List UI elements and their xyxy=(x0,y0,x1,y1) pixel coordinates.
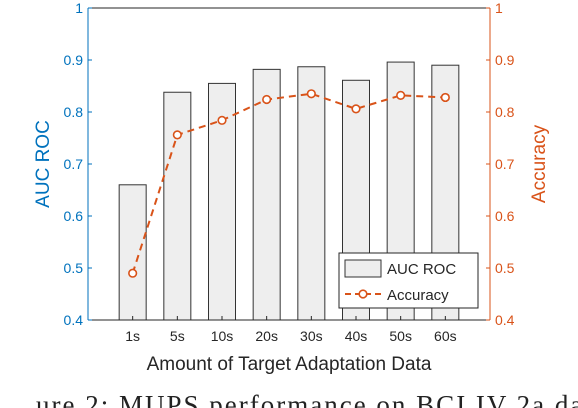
accuracy-series-line xyxy=(131,92,446,274)
figure-caption: ure 2: MUPS performance on BCI IV 2a dat… xyxy=(0,388,578,408)
x-tick-label: 10s xyxy=(211,328,234,344)
accuracy-point-5s xyxy=(172,130,182,140)
y-left-tick-label: 0.9 xyxy=(64,52,84,68)
y-right-tick-label: 0.5 xyxy=(495,260,515,276)
legend-marker-accuracy xyxy=(358,289,368,299)
y-left-tick-label: 0.5 xyxy=(64,260,84,276)
legend-swatch-auc-roc xyxy=(344,259,382,278)
y-left-tick-label: 0.6 xyxy=(64,208,84,224)
x-tick-label: 20s xyxy=(255,328,278,344)
y-right-tick-label: 0.4 xyxy=(495,312,515,328)
y-right-tick-label: 0.9 xyxy=(495,52,515,68)
ticks-layer: 0.4 0.5 0.6 0.7 0.8 0.9 1 0.4 0.5 0.6 0.7 0.8 0.9 1 1s… xyxy=(64,0,515,344)
legend-label-auc-roc: AUC ROC xyxy=(387,261,456,278)
bar-auc-roc-20s xyxy=(252,68,281,321)
y-left-tick-label: 1 xyxy=(75,0,83,16)
accuracy-line-layer xyxy=(128,89,450,278)
figure-caption-text: ure 2: MUPS performance on BCI IV 2a dat… xyxy=(36,390,578,408)
bar-auc-roc-1s xyxy=(118,184,147,321)
accuracy-point-30s xyxy=(306,89,316,99)
x-tick-label: 1s xyxy=(125,328,140,344)
y-right-tick-label: 0.7 xyxy=(495,156,515,172)
x-axis-label: Amount of Target Adaptation Data xyxy=(147,354,432,375)
y-left-tick-label: 0.4 xyxy=(64,312,84,328)
x-tick-label: 30s xyxy=(300,328,323,344)
chart: 0.4 0.5 0.6 0.7 0.8 0.9 1 0.4 0.5 0.6 0.7 0.8 0.9 1 1s… xyxy=(33,0,550,375)
accuracy-point-20s xyxy=(262,94,272,105)
accuracy-point-1s xyxy=(128,268,138,278)
y-right-tick-label: 0.6 xyxy=(495,208,515,224)
bar-auc-roc-30s xyxy=(297,66,326,321)
y-right-tick-label: 1 xyxy=(495,0,503,16)
x-tick-label: 5s xyxy=(170,328,185,344)
legend-label-accuracy: Accuracy xyxy=(387,287,449,304)
y-left-tick-label: 0.8 xyxy=(64,104,84,120)
bar-auc-roc-5s xyxy=(163,91,192,321)
x-tick-label: 40s xyxy=(345,328,368,344)
legend: AUC ROC Accuracy xyxy=(338,252,479,309)
x-tick-label: 50s xyxy=(389,328,412,344)
x-tick-label: 60s xyxy=(434,328,457,344)
y-axis-left-label: AUC ROC xyxy=(33,120,54,208)
y-left-tick-label: 0.7 xyxy=(64,156,84,172)
accuracy-point-50s xyxy=(396,90,406,100)
y-axis-right-label: Accuracy xyxy=(529,124,550,203)
y-right-tick-label: 0.8 xyxy=(495,104,515,120)
accuracy-point-10s xyxy=(217,115,227,125)
accuracy-point-60s xyxy=(440,92,450,103)
accuracy-point-40s xyxy=(351,104,361,114)
